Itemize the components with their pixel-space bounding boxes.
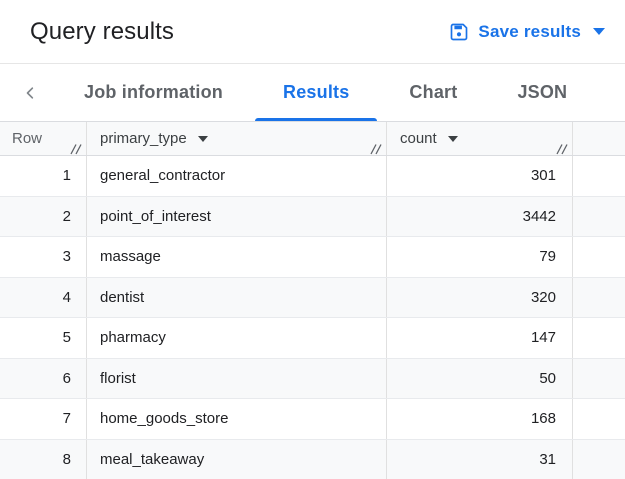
column-resize-handle-icon[interactable] — [69, 143, 83, 155]
row-number-cell: 2 — [0, 196, 87, 236]
filler-cell — [573, 440, 625, 479]
page-title: Query results — [30, 17, 175, 45]
filler-cell — [573, 278, 625, 318]
tab-job-information[interactable]: Job information — [54, 64, 253, 121]
filler-cell — [573, 237, 625, 277]
column-header-row-label: Row — [12, 130, 43, 147]
row-number-cell: 8 — [0, 439, 87, 479]
primary-type-cell: dentist — [87, 277, 387, 317]
primary-type-cell: massage — [87, 237, 387, 277]
results-table: Row primary_type — [0, 122, 625, 479]
primary-type-cell: general_contractor — [87, 156, 387, 196]
primary-type-cell: home_goods_store — [87, 399, 387, 439]
primary-type-cell: florist — [87, 358, 387, 398]
primary-type-cell: pharmacy — [87, 318, 387, 358]
primary-type-cell: meal_takeaway — [87, 439, 387, 479]
count-cell: 31 — [387, 439, 573, 479]
table-row[interactable]: 5 pharmacy 147 — [0, 318, 625, 359]
save-icon — [449, 22, 469, 42]
row-number-cell: 4 — [0, 277, 87, 317]
table-header-row: Row primary_type — [0, 122, 625, 156]
table-row[interactable]: 6 florist 50 — [0, 358, 625, 399]
row-number-cell: 7 — [0, 399, 87, 439]
filler-header-cell — [573, 122, 625, 155]
column-header-count-label: count — [400, 130, 437, 147]
filler-cell — [573, 359, 625, 399]
tab-bar: Job information Results Chart JSON — [0, 64, 625, 122]
table-row[interactable]: 8 meal_takeaway 31 — [0, 439, 625, 479]
row-number-cell: 3 — [0, 237, 87, 277]
column-header-row: Row — [0, 122, 87, 155]
count-cell: 320 — [387, 277, 573, 317]
count-cell: 301 — [387, 156, 573, 196]
filler-cell — [573, 399, 625, 439]
column-resize-handle-icon[interactable] — [555, 143, 569, 155]
chevron-left-icon — [20, 83, 40, 103]
title-bar: Query results Save results — [0, 0, 625, 64]
table-row[interactable]: 3 massage 79 — [0, 237, 625, 278]
save-results-label: Save results — [478, 21, 581, 41]
table-row[interactable]: 4 dentist 320 — [0, 277, 625, 318]
scroll-tabs-left-button[interactable] — [6, 64, 54, 121]
tab-chart[interactable]: Chart — [379, 64, 487, 121]
caret-down-icon[interactable] — [447, 135, 458, 142]
column-resize-handle-icon[interactable] — [369, 143, 383, 155]
save-results-button[interactable]: Save results — [449, 22, 605, 42]
count-cell: 3442 — [387, 196, 573, 236]
tab-results[interactable]: Results — [253, 64, 379, 121]
row-number-cell: 6 — [0, 358, 87, 398]
row-number-cell: 1 — [0, 156, 87, 196]
count-cell: 168 — [387, 399, 573, 439]
filler-cell — [573, 318, 625, 358]
table-row[interactable]: 1 general_contractor 301 — [0, 156, 625, 197]
column-header-primary-type[interactable]: primary_type — [87, 122, 387, 155]
caret-down-icon[interactable] — [197, 135, 208, 142]
row-number-cell: 5 — [0, 318, 87, 358]
caret-down-icon — [593, 28, 605, 35]
tab-json[interactable]: JSON — [487, 64, 597, 121]
count-cell: 50 — [387, 358, 573, 398]
filler-cell — [573, 197, 625, 237]
table-row[interactable]: 7 home_goods_store 168 — [0, 399, 625, 440]
table-row[interactable]: 2 point_of_interest 3442 — [0, 196, 625, 237]
filler-cell — [573, 156, 625, 196]
column-header-primary-type-label: primary_type — [100, 130, 187, 147]
primary-type-cell: point_of_interest — [87, 196, 387, 236]
count-cell: 79 — [387, 237, 573, 277]
table-body: 1 general_contractor 301 2 point_of_inte… — [0, 156, 625, 479]
count-cell: 147 — [387, 318, 573, 358]
column-header-count[interactable]: count — [387, 122, 573, 155]
